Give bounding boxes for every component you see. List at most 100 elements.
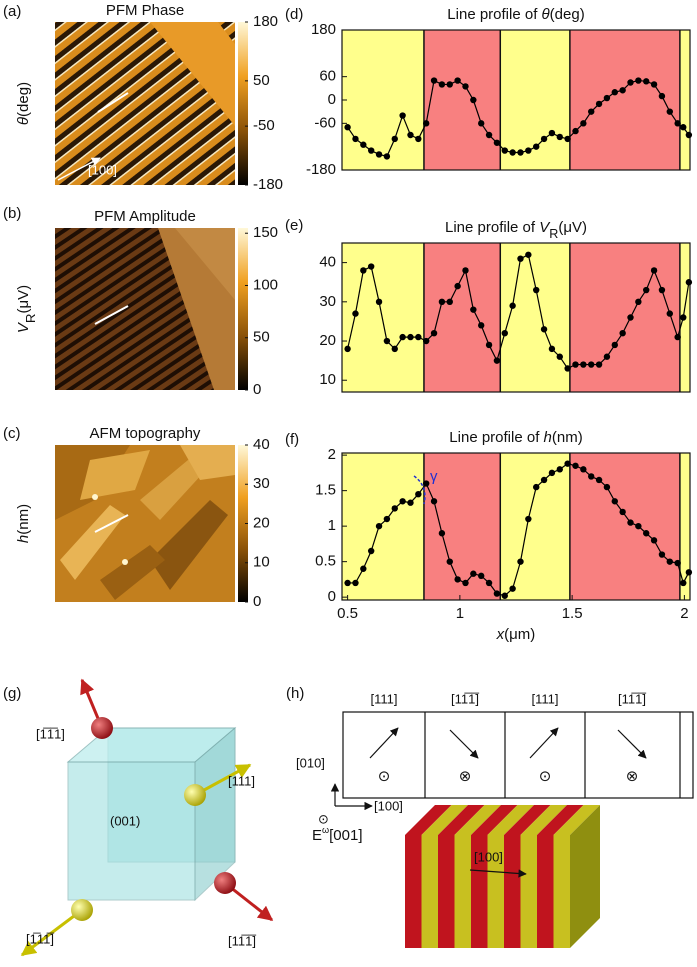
point	[493, 357, 501, 364]
point	[430, 498, 438, 505]
colorbar	[238, 228, 248, 390]
point	[454, 77, 461, 84]
point	[658, 286, 666, 294]
block-stripe	[504, 835, 521, 948]
point	[680, 124, 687, 131]
point	[680, 579, 687, 587]
y-tick-label: 1	[328, 517, 336, 534]
y-tick-label: -180	[306, 161, 336, 178]
point	[438, 298, 446, 306]
text-segment: [001]	[329, 827, 362, 844]
point	[509, 585, 516, 592]
colorbar-tick-label: 10	[253, 554, 270, 571]
point	[627, 79, 634, 86]
point	[635, 298, 642, 306]
point	[666, 558, 673, 565]
point	[533, 483, 540, 491]
point	[650, 267, 658, 274]
point	[517, 255, 524, 262]
point	[643, 78, 650, 85]
point	[407, 499, 414, 506]
text-segment: V	[539, 219, 551, 236]
chart-title: Line profile of h(nm)	[449, 429, 582, 446]
point	[674, 333, 681, 341]
point	[470, 570, 477, 577]
point	[438, 530, 446, 537]
image-title: PFM Phase	[106, 2, 184, 19]
point	[509, 149, 516, 156]
colorbar-tick-label: 100	[253, 276, 278, 293]
axis-label: [100]	[374, 798, 403, 813]
y-tick-label: 10	[319, 371, 336, 388]
point	[391, 505, 398, 512]
axis-label: [1̅1̅1]	[36, 726, 65, 741]
polarization-label: [11̅1̅]	[451, 691, 479, 706]
colorbar-tick-label: 50	[253, 72, 270, 89]
point	[548, 129, 556, 137]
point	[344, 579, 351, 587]
domain-box	[330, 711, 694, 811]
point	[375, 151, 383, 158]
point	[407, 131, 414, 139]
panel-label: (c)	[3, 425, 21, 442]
point	[685, 131, 693, 139]
point	[556, 353, 563, 360]
block-stripe	[537, 835, 554, 948]
block-stripe-top	[454, 805, 501, 835]
block-stripe-top	[471, 805, 518, 835]
point	[572, 462, 579, 469]
point	[415, 333, 422, 341]
point	[572, 127, 579, 135]
text-segment: (deg)	[15, 82, 32, 117]
point	[383, 337, 391, 345]
angle-arc	[413, 475, 426, 505]
point	[658, 92, 666, 100]
topography-image	[55, 445, 235, 602]
domain-band	[342, 243, 424, 392]
point	[603, 94, 611, 102]
colorbar-tick-label: 150	[253, 224, 278, 241]
point	[478, 322, 485, 329]
point	[501, 329, 508, 337]
point	[360, 267, 367, 274]
domain-band	[423, 243, 501, 392]
point	[344, 124, 351, 131]
block-stripe-top	[504, 805, 551, 835]
point	[501, 592, 508, 599]
domain-band	[569, 453, 680, 600]
point	[548, 469, 556, 477]
domain-band	[500, 453, 570, 600]
axis-label: [1̅11̅]	[26, 931, 54, 946]
colorbar-tick-label: 20	[253, 514, 270, 531]
point	[470, 96, 477, 104]
point	[485, 131, 493, 139]
y-tick-label: 20	[319, 332, 336, 349]
text-segment: (deg)	[550, 6, 585, 23]
point	[666, 108, 673, 115]
polarization-label: [111]	[532, 691, 559, 706]
colorbar-tick-label: 40	[253, 436, 270, 453]
point	[422, 120, 430, 127]
chart-annotation: γ	[430, 468, 438, 485]
panel-label: (a)	[3, 3, 21, 20]
point	[391, 345, 398, 353]
text-segment: h	[15, 535, 32, 543]
point	[643, 286, 650, 294]
y-tick-label: 1.5	[315, 482, 336, 499]
point	[462, 579, 469, 587]
axis-symbol: ⊙	[318, 811, 329, 826]
point	[352, 135, 359, 143]
colorbar-tick-label: 30	[253, 475, 270, 492]
text-segment: (μV)	[15, 285, 32, 314]
point	[367, 263, 375, 270]
point	[540, 326, 548, 333]
chart-title: Line profile of VR(μV)	[445, 219, 587, 241]
point	[415, 135, 422, 143]
chart-title: Line profile of θ(deg)	[447, 6, 584, 23]
text-segment: E	[312, 827, 322, 844]
point	[611, 498, 618, 505]
text-segment: h	[544, 429, 552, 446]
point	[564, 135, 571, 143]
point	[619, 87, 626, 94]
block-stripe-top	[553, 805, 600, 835]
